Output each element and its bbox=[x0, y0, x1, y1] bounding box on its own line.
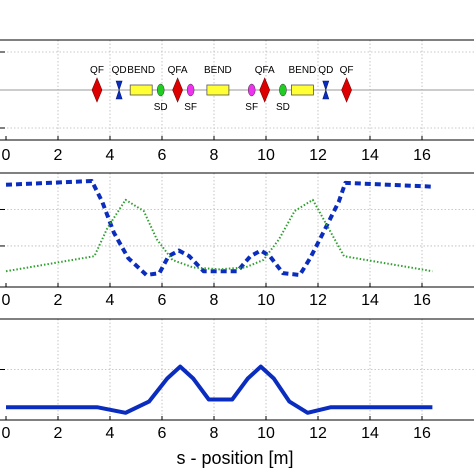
x-tick-label: 12 bbox=[309, 425, 327, 442]
x-tick-label: 8 bbox=[210, 147, 219, 164]
x-tick-label: 4 bbox=[106, 292, 115, 309]
element-label: QFA bbox=[255, 65, 275, 76]
x-tick-label: 4 bbox=[106, 147, 115, 164]
x-tick-label: 16 bbox=[413, 147, 431, 164]
series-dashed-line bbox=[5, 179, 433, 277]
element-label: QD bbox=[112, 65, 127, 76]
bending-dipole-marker bbox=[129, 84, 153, 96]
x-tick-label: 8 bbox=[210, 425, 219, 442]
x-tick-label: 14 bbox=[361, 292, 379, 309]
series-solid-line bbox=[6, 364, 433, 415]
x-tick-label: 12 bbox=[309, 292, 327, 309]
x-tick-label: 16 bbox=[413, 425, 431, 442]
x-tick-label: 14 bbox=[361, 147, 379, 164]
element-label: BEND bbox=[289, 65, 317, 76]
quadrupole-focusing-marker bbox=[91, 77, 103, 103]
element-label: SD bbox=[154, 102, 168, 113]
sextupole-marker bbox=[247, 83, 256, 97]
element-label: QD bbox=[318, 65, 333, 76]
optics-functions-panel: 0 2 4 6 8 10 12 14 16 bbox=[0, 172, 474, 309]
series-dotted-line bbox=[5, 198, 433, 273]
x-tick-label: 10 bbox=[257, 147, 275, 164]
x-tick-label: 2 bbox=[54, 425, 63, 442]
quadrupole-defocusing-marker bbox=[322, 80, 330, 100]
element-label: SD bbox=[276, 102, 290, 113]
element-label: BEND bbox=[204, 65, 232, 76]
sextupole-marker bbox=[156, 83, 165, 97]
x-tick-label: 16 bbox=[413, 292, 431, 309]
x-tick-label: 6 bbox=[158, 425, 167, 442]
x-tick-label: 12 bbox=[309, 147, 327, 164]
quadrupole-focusing-marker bbox=[341, 77, 352, 103]
x-tick-label: 10 bbox=[257, 425, 275, 442]
element-label: SF bbox=[245, 102, 258, 113]
sextupole-marker bbox=[186, 83, 195, 97]
x-tick-label: 6 bbox=[158, 147, 167, 164]
quadrupole-focusing-marker bbox=[172, 77, 183, 103]
x-tick-label: 8 bbox=[210, 292, 219, 309]
element-label: BEND bbox=[127, 65, 155, 76]
beam-size-panel: 0 2 4 6 8 10 12 14 16 bbox=[0, 318, 474, 442]
x-tick-label: 0 bbox=[2, 425, 11, 442]
x-tick-label: 2 bbox=[54, 147, 63, 164]
quadrupole-focusing-marker bbox=[259, 77, 271, 103]
x-tick-label: 14 bbox=[361, 425, 379, 442]
element-label: SF bbox=[184, 102, 197, 113]
x-tick-label: 10 bbox=[257, 292, 275, 309]
bending-dipole-marker bbox=[290, 84, 314, 96]
sextupole-marker bbox=[279, 83, 287, 97]
x-tick-label: 4 bbox=[106, 425, 115, 442]
element-label: QF bbox=[90, 65, 104, 76]
x-tick-label: 2 bbox=[54, 292, 63, 309]
x-tick-label: 0 bbox=[2, 292, 11, 309]
quadrupole-defocusing-marker bbox=[115, 80, 123, 100]
x-axis-label: s - position [m] bbox=[176, 448, 293, 468]
element-label: QF bbox=[340, 65, 354, 76]
x-tick-label: 0 bbox=[2, 147, 11, 164]
x-tick-label: 6 bbox=[158, 292, 167, 309]
bending-dipole-marker bbox=[206, 84, 230, 96]
element-label: QFA bbox=[168, 65, 188, 76]
